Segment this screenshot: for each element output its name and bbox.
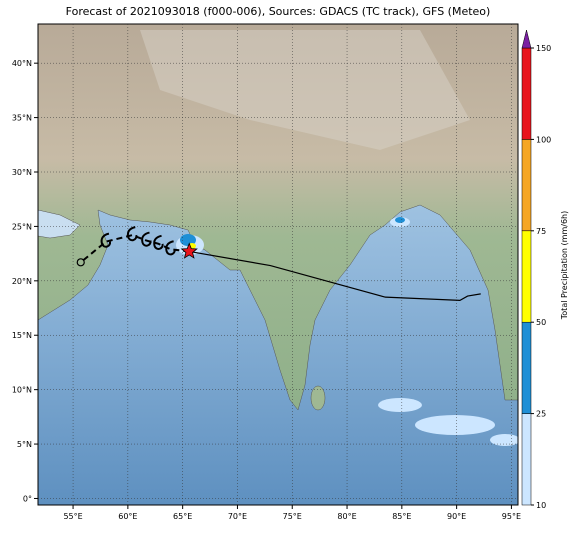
- past-track: [189, 250, 481, 302]
- lon-tick-label: 75°E: [283, 512, 302, 521]
- current-position: [180, 242, 198, 259]
- cyclone-symbol: [100, 232, 112, 248]
- forecast-track: [80, 234, 190, 264]
- cyclone-symbol: [153, 234, 164, 250]
- colorbar-extend: [521, 29, 532, 49]
- lat-tick-label: 10°N: [12, 386, 32, 395]
- forecast-point: [76, 258, 85, 267]
- lat-tick-label: 15°N: [12, 331, 32, 340]
- lat-tick-label: 5°N: [17, 440, 32, 449]
- lat-tick-label: 0°: [23, 494, 32, 503]
- lat-tick-label: 25°N: [12, 222, 32, 231]
- lon-tick-label: 80°E: [337, 512, 356, 521]
- cyclone-symbol: [126, 226, 138, 242]
- colorbar-segment: [521, 321, 532, 414]
- map-frame: [37, 23, 519, 506]
- colorbar-tick-label: 100: [536, 135, 551, 144]
- lat-tick-label: 20°N: [12, 277, 32, 286]
- colorbar-tick-label: 150: [536, 44, 551, 53]
- colorbar-tick-label: 50: [536, 318, 546, 327]
- cyclone-symbol: [141, 231, 152, 247]
- colorbar-segment: [521, 230, 532, 323]
- cyclone-symbol: [165, 240, 176, 256]
- lon-tick-label: 60°E: [118, 512, 137, 521]
- lon-tick-label: 65°E: [173, 512, 192, 521]
- colorbar-tick-label: 10: [536, 501, 546, 510]
- lat-tick-label: 40°N: [12, 59, 32, 68]
- colorbar-segment: [521, 47, 532, 140]
- colorbar-label: Total Precipitation (mm/6h): [560, 211, 569, 320]
- colorbar-tick-label: 75: [536, 227, 546, 236]
- colorbar-segment: [521, 413, 532, 506]
- lat-tick-label: 35°N: [12, 114, 32, 123]
- lat-tick-label: 30°N: [12, 168, 32, 177]
- lon-tick-label: 95°E: [502, 512, 521, 521]
- lon-tick-label: 70°E: [228, 512, 247, 521]
- colorbar-segment: [521, 139, 532, 232]
- colorbar-tick-label: 25: [536, 410, 546, 419]
- map-title: Forecast of 2021093018 (f000-006), Sourc…: [66, 5, 491, 18]
- lon-tick-label: 90°E: [447, 512, 466, 521]
- lon-tick-label: 55°E: [63, 512, 82, 521]
- basemap: [38, 24, 518, 505]
- lon-tick-label: 85°E: [392, 512, 411, 521]
- colorbar: 10 25 50 75 100 150: [521, 29, 551, 510]
